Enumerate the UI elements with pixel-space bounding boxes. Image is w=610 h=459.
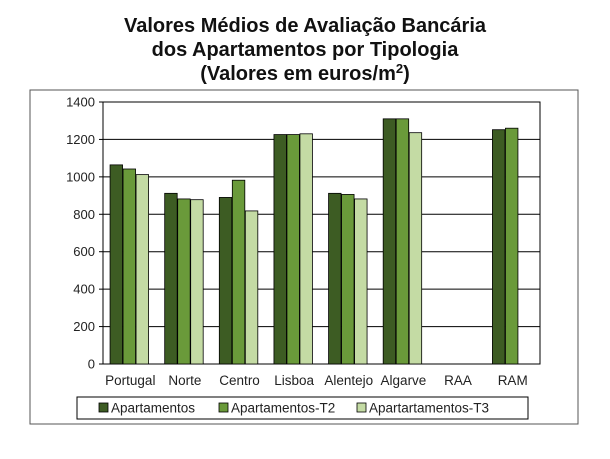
bar-lisboa-apartamentos [273, 134, 287, 365]
y-tick-label: 600 [73, 244, 95, 259]
bar-algarve-apartamentos-t2 [395, 118, 410, 365]
y-tick-label: 1400 [66, 95, 95, 110]
bar-alentejo-apartamentos-t2 [341, 194, 355, 365]
chart-title-unit-prefix: (Valores em euros/m [200, 63, 396, 85]
bar-ram-apartamentos-t2 [505, 127, 519, 365]
y-tick-label: 1200 [66, 132, 95, 147]
x-category-label: RAM [498, 373, 528, 388]
x-category-label: RAA [444, 373, 472, 388]
x-category-label: Centro [219, 373, 260, 388]
y-tick-label: 1000 [66, 169, 95, 184]
legend-swatch [356, 402, 367, 413]
bars [109, 118, 519, 365]
x-category-label: Lisboa [274, 373, 314, 388]
bar-ram-apartamentos [492, 129, 506, 365]
x-category-label: Algarve [381, 373, 427, 388]
bar-algarve-apartartamentos-t3 [408, 132, 423, 365]
chart-outer-frame [29, 89, 579, 425]
legend: Apartamentos Apartamentos-T2 Apartartament… [98, 401, 489, 416]
legend-box [76, 396, 529, 420]
x-category-label: Portugal [105, 373, 155, 388]
y-tick-label: 0 [88, 357, 95, 372]
bar-algarve-apartamentos [382, 118, 397, 365]
chart-title-line-2: dos Apartamentos por Tipologia [152, 39, 460, 61]
x-axis-categories: Portugal Norte Centro Lisboa Alentejo Algarve… [105, 373, 528, 388]
legend-swatch [98, 402, 109, 413]
bar-centro-apartamentos-t2 [231, 179, 246, 365]
y-tick-label: 400 [73, 282, 95, 297]
bar-portugal-apartamentos [109, 164, 123, 365]
y-tick-label: 800 [73, 207, 95, 222]
chart-title-line-1: Valores Médios de Avaliação Bancária [124, 15, 487, 37]
chart-title-line-3: (Valores em euros/m2) [200, 61, 410, 86]
bar-norte-apartamentos [164, 192, 178, 365]
y-axis-ticks: 0 200 400 600 800 1000 1200 1400 [66, 95, 103, 372]
legend-label: Apartartamentos-T3 [369, 401, 489, 416]
chart-title-unit-suffix: ) [403, 63, 410, 85]
bar-lisboa-apartartamentos-t3 [299, 133, 313, 365]
bar-centro-apartartamentos-t3 [244, 210, 259, 365]
bar-portugal-apartamentos-t2 [122, 168, 136, 365]
bar-lisboa-apartamentos-t2 [286, 134, 300, 365]
bar-portugal-apartartamentos-t3 [135, 174, 149, 365]
y-tick-label: 200 [73, 319, 95, 334]
bar-alentejo-apartamentos [328, 192, 342, 365]
x-category-label: Alentejo [324, 373, 373, 388]
bar-alentejo-apartartamentos-t3 [354, 198, 368, 365]
bar-norte-apartamentos-t2 [177, 198, 191, 365]
legend-label: Apartamentos [111, 401, 195, 416]
bar-norte-apartartamentos-t3 [190, 199, 204, 365]
chart-title-unit-sup: 2 [396, 61, 403, 76]
bar-centro-apartamentos [218, 197, 233, 365]
legend-label: Apartamentos-T2 [231, 401, 335, 416]
legend-swatch [218, 402, 229, 413]
x-category-label: Norte [168, 373, 201, 388]
